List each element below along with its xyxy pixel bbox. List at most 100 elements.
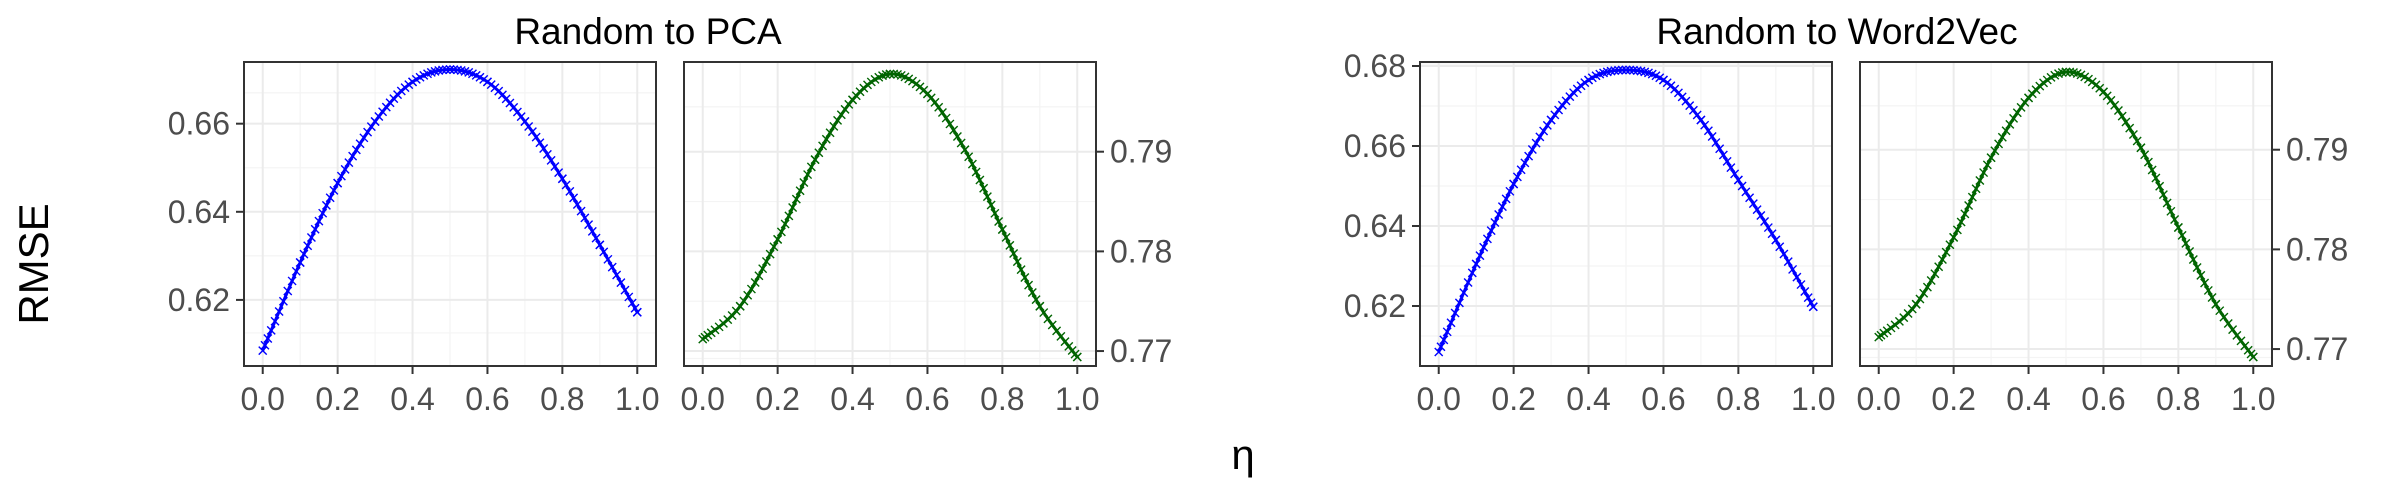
data-point: [2117, 111, 2127, 121]
data-point: [1479, 242, 1489, 252]
data-point: [2143, 157, 2153, 167]
data-point: [539, 143, 549, 153]
panel-title: Random to Word2Vec: [1656, 11, 2017, 52]
data-point: [434, 66, 444, 76]
data-point: [706, 328, 716, 338]
data-point: [1919, 288, 1929, 298]
data-point: [1047, 320, 1057, 330]
data-point: [2181, 238, 2191, 248]
data-point: [2057, 68, 2067, 78]
data-point: [452, 65, 462, 75]
data-point: [1796, 280, 1806, 290]
data-point: [2196, 270, 2206, 280]
data-point: [1775, 242, 1785, 252]
data-point: [2192, 263, 2202, 273]
data-point: [1446, 318, 1456, 328]
data-point: [1997, 132, 2007, 142]
data-point: [1550, 110, 1560, 120]
data-point: [1915, 294, 1925, 304]
y-tick-label: 0.66: [168, 106, 230, 142]
data-point: [524, 121, 534, 131]
data-point: [735, 301, 745, 311]
data-point: [1606, 66, 1616, 76]
data-point: [2061, 67, 2071, 77]
data-point: [795, 186, 805, 196]
data-point: [889, 69, 899, 79]
data-point: [2207, 293, 2217, 303]
data-point: [2106, 95, 2116, 105]
data-point: [1941, 247, 1951, 257]
data-point: [295, 257, 305, 267]
data-point: [374, 112, 384, 121]
data-point: [2203, 285, 2213, 295]
data-point: [314, 216, 324, 226]
data-point: [550, 161, 560, 171]
data-point: [1803, 293, 1813, 303]
data-point: [1800, 286, 1810, 296]
data-point: [1960, 209, 1970, 219]
data-point: [829, 121, 839, 131]
data-point: [1012, 257, 1022, 267]
data-point: [1788, 264, 1798, 274]
data-point: [1707, 132, 1717, 142]
x-tick-label: 0.8: [980, 381, 1024, 417]
data-point: [885, 69, 895, 79]
data-point: [1471, 259, 1481, 269]
data-point: [1886, 323, 1896, 333]
data-point: [1990, 146, 2000, 156]
data-point: [1692, 110, 1702, 120]
data-point: [340, 164, 350, 174]
data-point: [758, 264, 768, 274]
data-point: [754, 271, 764, 281]
data-point: [1524, 151, 1534, 161]
data-point: [2012, 108, 2022, 118]
y-tick-label: 0.66: [1344, 128, 1406, 164]
data-point: [990, 208, 1000, 218]
data-point: [1516, 165, 1526, 175]
data-point: [2140, 150, 2150, 160]
data-point: [814, 148, 824, 158]
x-tick-label: 0.2: [315, 381, 359, 417]
data-point: [1632, 66, 1642, 76]
data-point: [1505, 186, 1515, 196]
y-tick-label: 0.78: [2286, 231, 2348, 267]
y-tick-label: 0.62: [168, 282, 230, 318]
x-tick-label: 0.6: [2081, 381, 2125, 417]
data-point: [1979, 168, 1989, 178]
y-tick-label: 0.77: [2286, 331, 2348, 367]
y-tick-label: 0.79: [2286, 132, 2348, 168]
data-point: [1546, 115, 1556, 125]
data-point: [1467, 268, 1477, 278]
data-point: [2223, 318, 2233, 328]
y-tick-label: 0.64: [1344, 208, 1406, 244]
x-tick-label: 1.0: [1055, 381, 1099, 417]
data-point: [366, 122, 376, 132]
data-point: [329, 185, 339, 195]
data-point: [2147, 165, 2157, 175]
data-point: [572, 199, 582, 209]
data-point: [1711, 138, 1721, 148]
data-point: [2166, 206, 2176, 216]
data-point: [587, 226, 597, 236]
data-point: [1614, 65, 1624, 75]
data-point: [1926, 276, 1936, 286]
data-point: [881, 70, 891, 80]
data-point: [934, 102, 944, 112]
data-point: [2215, 306, 2225, 316]
data-point: [2240, 341, 2250, 351]
data-point: [1767, 229, 1777, 239]
data-point: [960, 145, 970, 155]
x-tick-label: 0.2: [1491, 381, 1535, 417]
data-point: [310, 224, 320, 234]
data-point: [761, 256, 771, 266]
data-point: [1688, 105, 1698, 115]
panel-border: [683, 61, 1097, 367]
data-point: [2158, 190, 2168, 200]
data-point: [1617, 65, 1627, 75]
figure-y-axis-label: RMSE: [10, 203, 57, 324]
data-point: [1501, 194, 1511, 204]
data-point: [1971, 184, 1981, 194]
x-tick-label: 0.6: [1641, 381, 1685, 417]
data-point: [2170, 215, 2180, 224]
